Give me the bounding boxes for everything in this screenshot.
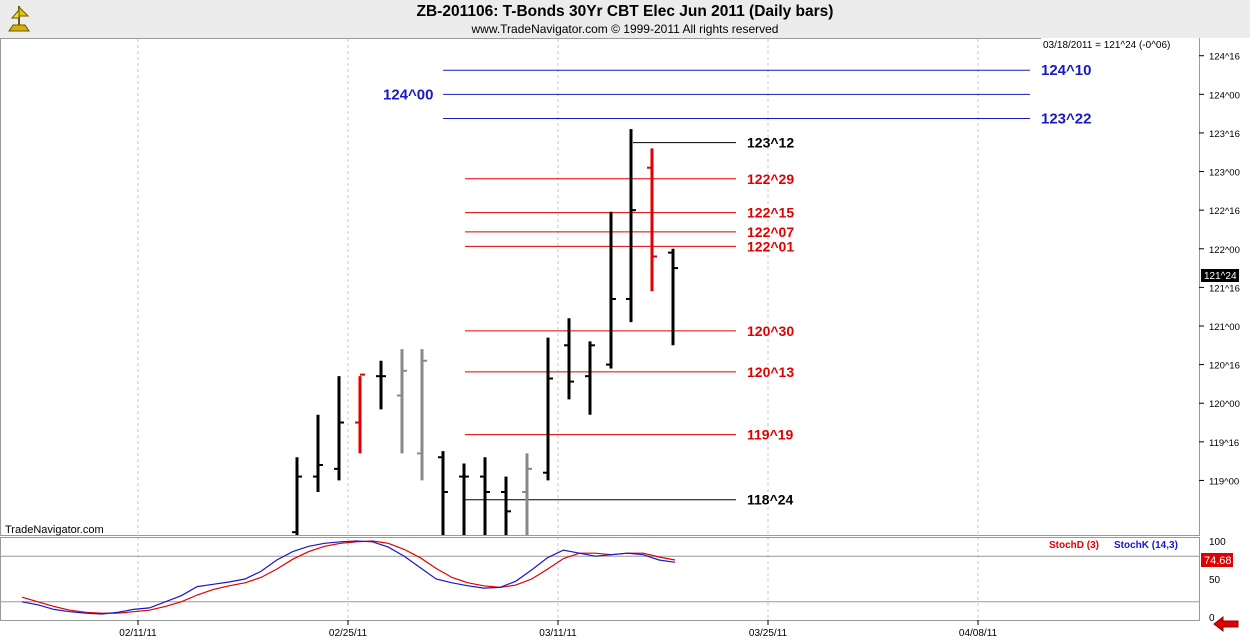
price-level-label: 123^12	[747, 135, 794, 151]
date-tick-label: 02/11/11	[119, 628, 157, 639]
price-tick-label: 123^00	[1209, 168, 1240, 179]
ohlc-bar	[355, 373, 365, 454]
ohlc-bar	[606, 211, 616, 369]
date-axis: 02/11/11 02/25/11 03/11/11 03/25/11 04/08/11	[119, 620, 998, 639]
chart-subtitle: www.TradeNavigator.com © 1999-2011 All r…	[471, 22, 779, 36]
ohlc-bar	[585, 341, 595, 415]
trade-navigator-logo-icon	[8, 5, 30, 32]
ohlc-bar	[626, 129, 636, 323]
stoch-current-tag: 74.68	[1204, 555, 1232, 567]
ohlc-bar	[564, 318, 574, 400]
ohlc-bar	[397, 349, 407, 454]
chart-frames	[0, 38, 1200, 621]
price-tick-label: 121^16	[1209, 283, 1240, 294]
price-tick-label: 122^00	[1209, 245, 1240, 256]
price-level-label: 123^22	[1041, 110, 1091, 127]
price-tick-label: 122^16	[1209, 206, 1240, 217]
ohlc-bar	[438, 451, 448, 535]
chart-title: ZB-201106: T-Bonds 30Yr CBT Elec Jun 201…	[416, 3, 834, 20]
ohlc-bar	[313, 414, 323, 493]
date-tick-label: 02/25/11	[329, 628, 368, 639]
info-box-bg	[1041, 38, 1199, 52]
price-level-label: 119^19	[747, 427, 794, 443]
price-level-label: 120^13	[747, 364, 794, 380]
date-tick-label: 03/11/11	[539, 628, 577, 639]
ohlc-bar	[459, 463, 469, 535]
ohlc-bar	[668, 248, 678, 346]
ohlc-bar	[501, 476, 511, 535]
ohlc-bar	[334, 376, 344, 481]
price-tick-label: 119^00	[1209, 476, 1239, 487]
price-level-label: 122^01	[747, 238, 794, 254]
price-tick-label: 124^16	[1209, 52, 1240, 63]
stoch-tick-label: 50	[1209, 575, 1221, 586]
price-axis: 124^16 124^00 123^16 123^00 122^16 122^00 121^…	[1199, 52, 1240, 487]
price-level-label: 122^07	[747, 224, 794, 240]
ohlc-bars	[292, 129, 678, 535]
price-tick-label: 121^00	[1209, 322, 1240, 333]
stoch-legend-k: StochK (14,3)	[1114, 540, 1178, 551]
price-level-label: 118^24	[747, 492, 794, 508]
ohlc-bar	[376, 360, 386, 410]
price-level-label: 124^00	[383, 86, 433, 103]
price-level-label: 122^15	[747, 205, 794, 221]
info-box: 03/18/2011 = 121^24 (-0^06)	[1043, 40, 1170, 51]
price-tick-label: 123^16	[1209, 129, 1240, 140]
ohlc-bar	[543, 337, 553, 481]
watermark: TradeNavigator.com	[5, 524, 104, 536]
price-tick-label: 120^16	[1209, 361, 1240, 372]
ohlc-bar	[480, 457, 490, 535]
ohlc-bar	[417, 349, 427, 481]
price-level-label: 124^10	[1041, 62, 1091, 79]
stochastic-panel: 100 50 0 StochD (3) StochK (14,3)	[1, 537, 1226, 624]
title-bar	[0, 0, 1250, 38]
price-tick-label: 124^00	[1209, 90, 1240, 101]
stoch-legend-d: StochD (3)	[1049, 540, 1099, 551]
ohlc-bar	[647, 148, 657, 292]
stoch-tick-label: 100	[1209, 537, 1226, 548]
ohlc-bar	[292, 457, 302, 535]
stochD-line	[21, 540, 676, 614]
date-tick-label: 04/08/11	[959, 628, 998, 639]
stoch-tick-label: 0	[1209, 613, 1215, 624]
price-level-label: 122^29	[747, 171, 794, 187]
date-tick-label: 03/25/11	[749, 628, 788, 639]
ohlc-bar	[522, 453, 532, 535]
grid	[137, 39, 979, 620]
price-tick-label: 119^16	[1209, 438, 1239, 449]
price-levels: 124^10 124^00 123^22 123^12 122^29 122^15 122^…	[383, 62, 1091, 508]
price-tick-label: 120^00	[1209, 399, 1240, 410]
current-price-tag: 121^24	[1204, 271, 1237, 282]
stochK-line	[21, 540, 676, 615]
current-price-tag-bg	[1201, 269, 1239, 282]
back-arrow-icon[interactable]	[1212, 615, 1240, 633]
stoch-current-tag-bg	[1201, 553, 1233, 567]
price-level-label: 120^30	[747, 323, 794, 339]
